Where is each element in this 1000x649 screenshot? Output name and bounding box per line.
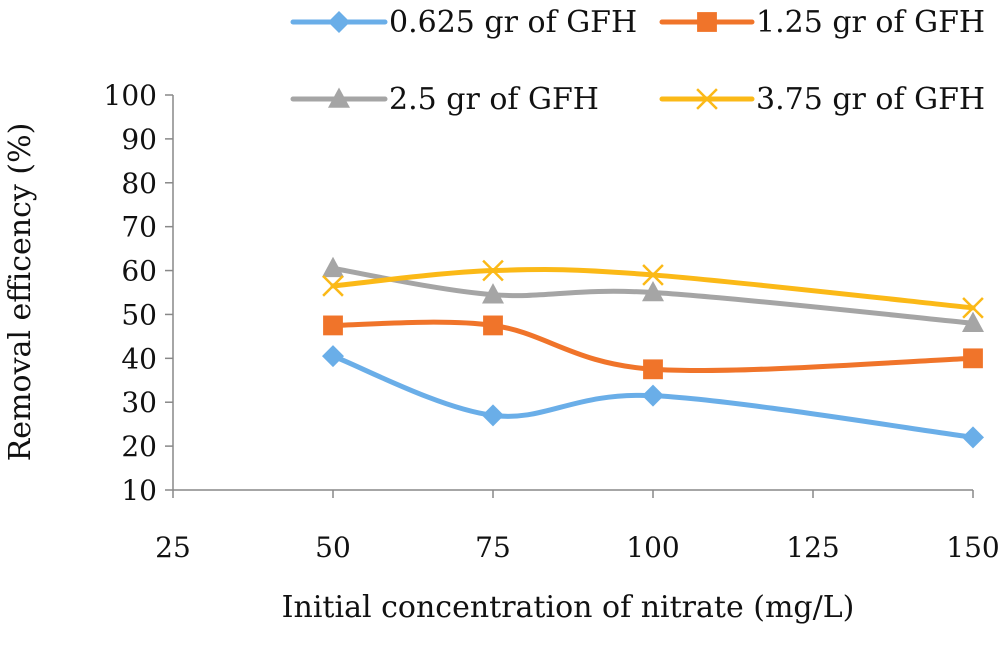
x-tick-label: 150 xyxy=(946,531,999,564)
legend-label: 3.75 gr of GFH xyxy=(756,82,985,117)
data-point xyxy=(482,259,504,282)
legend-swatch-marker xyxy=(697,12,717,32)
y-tick-label: 30 xyxy=(121,386,157,419)
series-2 xyxy=(323,315,983,380)
x-tick-label: 25 xyxy=(155,531,191,564)
data-point xyxy=(962,311,984,333)
data-point xyxy=(483,315,503,336)
legend: 0.625 gr of GFH 1.25 gr of GFH 2.5 gr of G… xyxy=(290,5,985,117)
y-tick-group: 10 20 30 40 50 60 70 80 90 100 xyxy=(104,79,173,507)
series-4 xyxy=(322,259,984,319)
x-axis-title: Initial concentration of nitrate (mg/L) xyxy=(282,590,855,625)
y-tick-label: 70 xyxy=(121,211,157,244)
data-point xyxy=(322,345,344,368)
data-point xyxy=(963,348,983,369)
series-1 xyxy=(322,345,984,449)
data-point xyxy=(962,297,984,319)
series-line xyxy=(330,267,976,311)
x-tick-label: 100 xyxy=(626,531,679,564)
legend-swatch-marker xyxy=(696,88,718,110)
legend-swatch-marker xyxy=(328,87,350,108)
legend-label: 0.625 gr of GFH xyxy=(389,5,637,40)
x-tick-label: 125 xyxy=(786,531,839,564)
series-3 xyxy=(322,256,984,333)
legend-item: 0.625 gr of GFH xyxy=(290,5,637,40)
series-line xyxy=(330,353,976,440)
y-tick-label: 80 xyxy=(121,167,157,200)
y-tick-label: 60 xyxy=(121,255,157,288)
data-point xyxy=(643,359,663,380)
y-tick-label: 100 xyxy=(104,79,157,112)
series-line xyxy=(330,265,976,326)
y-tick-label: 20 xyxy=(121,430,157,463)
series-group xyxy=(322,256,984,449)
series-line xyxy=(330,319,976,374)
y-tick-label: 90 xyxy=(121,123,157,156)
x-tick-label: 50 xyxy=(315,531,351,564)
legend-swatch-marker xyxy=(328,11,350,33)
data-point xyxy=(642,384,664,407)
legend-item: 3.75 gr of GFH xyxy=(659,82,985,117)
legend-item: 2.5 gr of GFH xyxy=(290,82,599,117)
data-point xyxy=(642,280,664,302)
data-point xyxy=(482,283,504,304)
legend-label: 1.25 gr of GFH xyxy=(756,5,985,40)
y-tick-label: 50 xyxy=(121,298,157,331)
data-point xyxy=(482,404,504,427)
axes xyxy=(172,95,973,491)
y-tick-label: 10 xyxy=(121,474,157,507)
legend-label: 2.5 gr of GFH xyxy=(389,82,599,117)
data-point xyxy=(322,275,344,297)
data-point xyxy=(962,426,984,449)
x-tick-label: 75 xyxy=(475,531,511,564)
data-point xyxy=(323,315,343,336)
x-tick-group: 25 50 75 100 125 150 xyxy=(155,490,1000,564)
data-point xyxy=(642,264,664,286)
y-axis-title: Removal efficency (%) xyxy=(3,123,38,462)
legend-item: 1.25 gr of GFH xyxy=(659,5,985,40)
data-point xyxy=(322,256,344,278)
y-tick-label: 40 xyxy=(121,342,157,375)
